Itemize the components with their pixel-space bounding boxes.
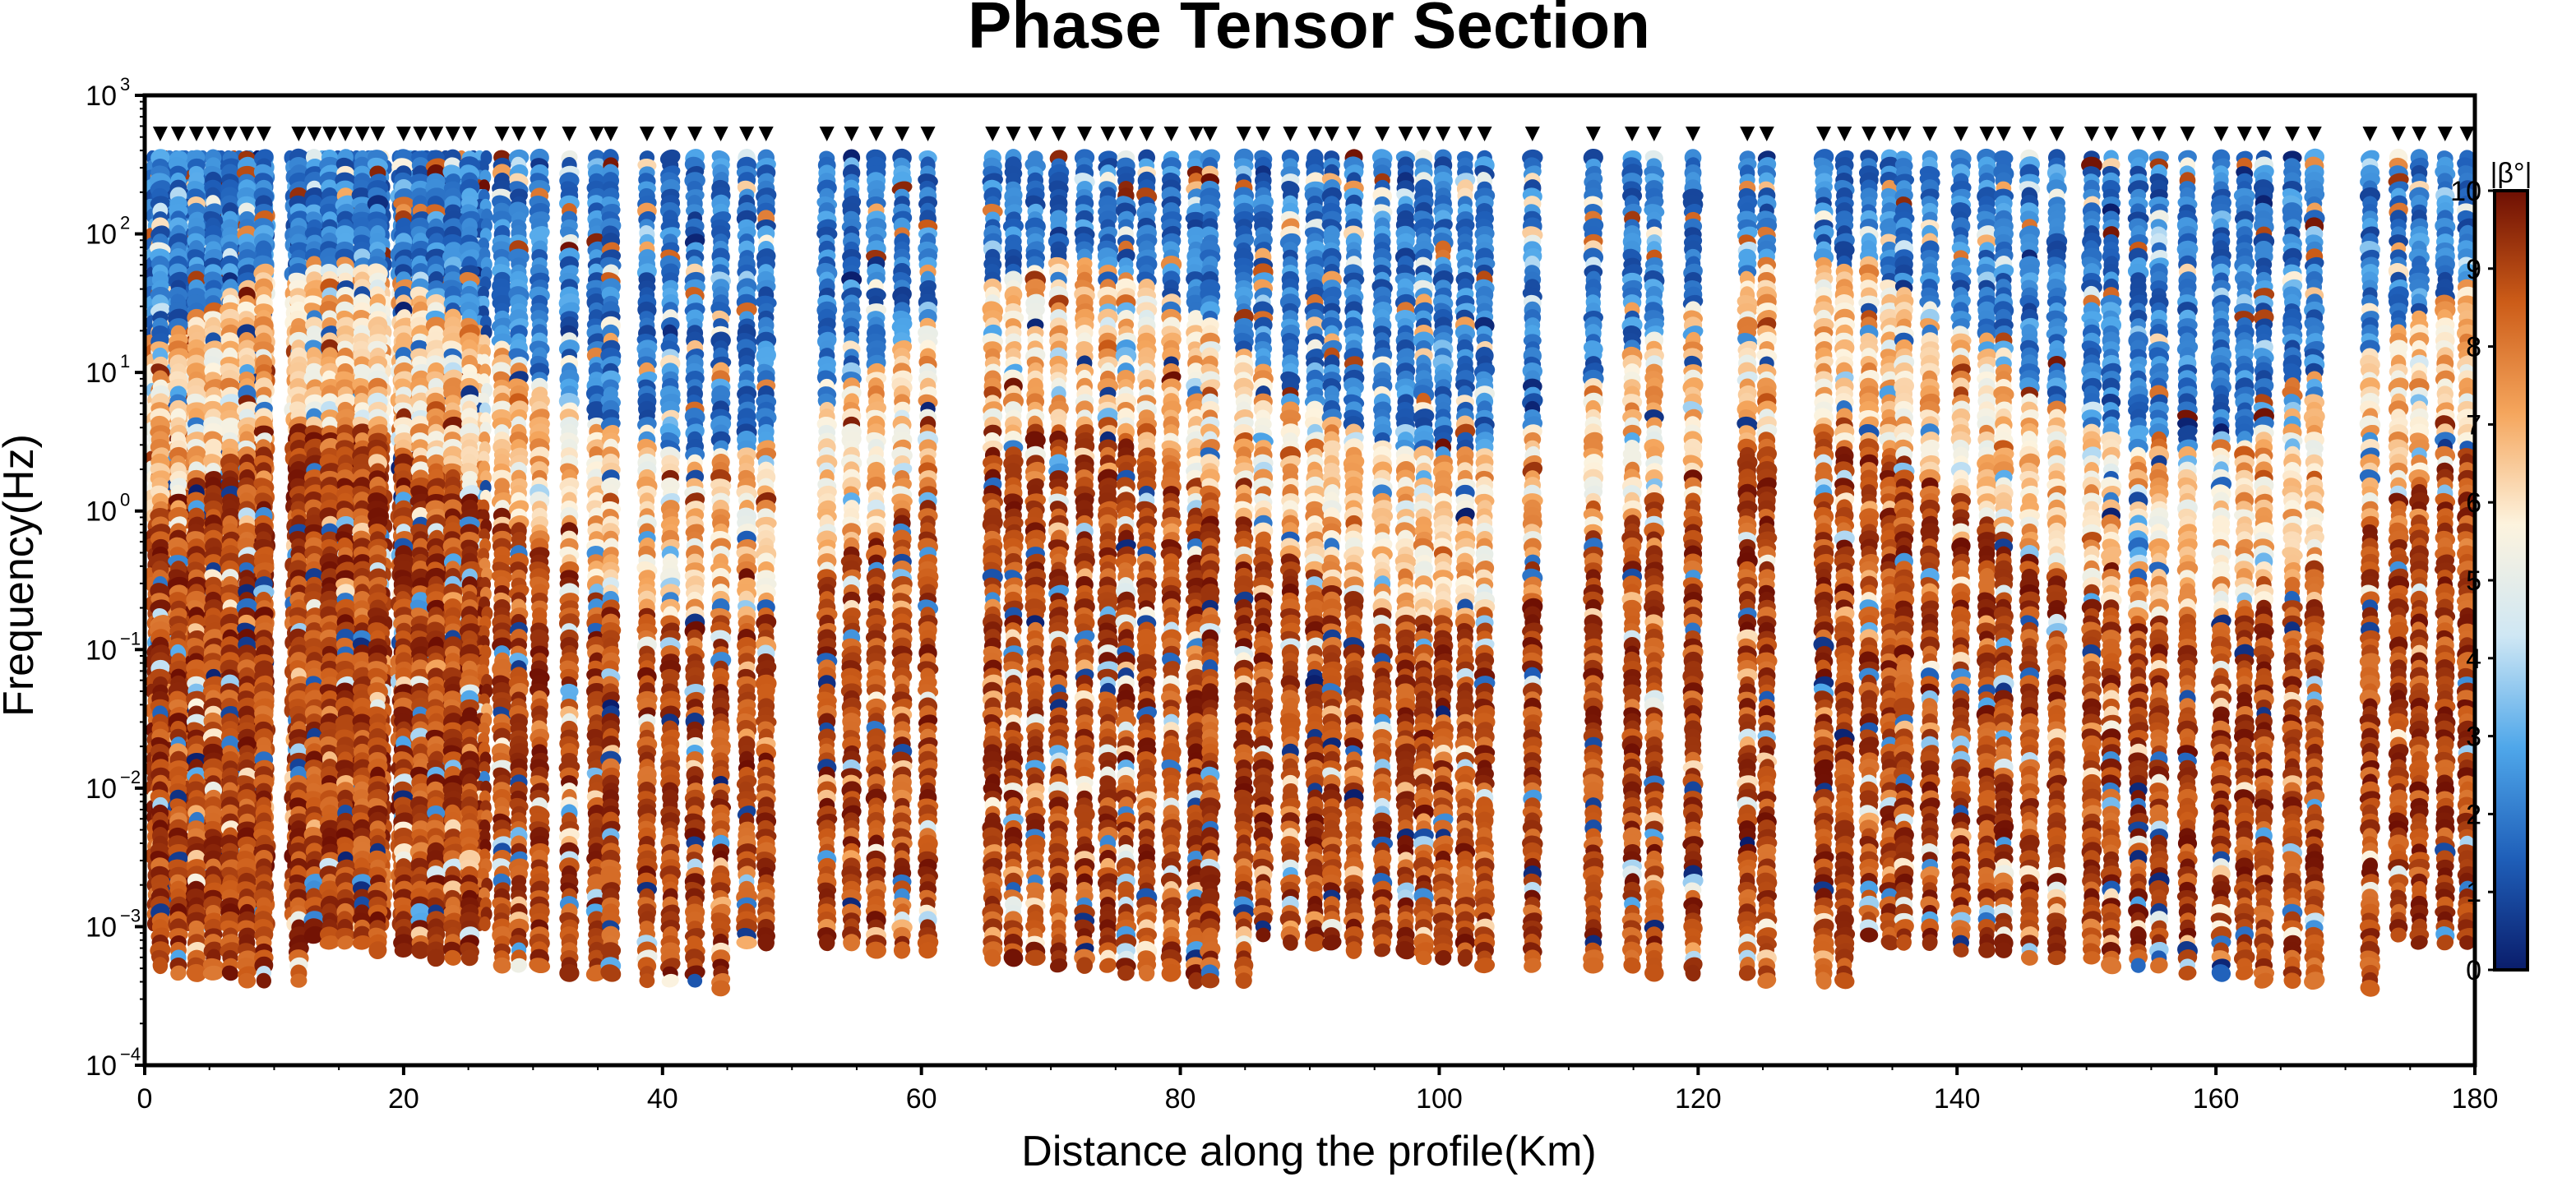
chart-title: Phase Tensor Section bbox=[968, 0, 1650, 62]
phase-tensor-ellipse bbox=[479, 916, 491, 932]
plot-area bbox=[145, 148, 2475, 997]
